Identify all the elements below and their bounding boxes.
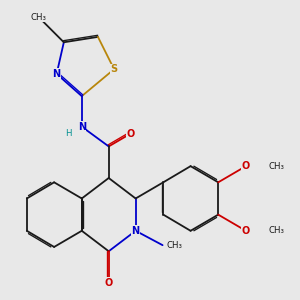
Text: O: O xyxy=(242,226,250,236)
Text: N: N xyxy=(132,226,140,236)
Text: N: N xyxy=(78,122,86,132)
Text: N: N xyxy=(52,69,61,79)
Text: CH₃: CH₃ xyxy=(166,241,182,250)
Text: CH₃: CH₃ xyxy=(268,162,284,171)
Text: O: O xyxy=(242,161,250,171)
Text: H: H xyxy=(65,129,71,138)
Text: O: O xyxy=(105,278,113,288)
Text: S: S xyxy=(110,64,118,74)
Text: O: O xyxy=(126,129,134,139)
Text: CH₃: CH₃ xyxy=(268,226,284,235)
Text: CH₃: CH₃ xyxy=(31,13,47,22)
